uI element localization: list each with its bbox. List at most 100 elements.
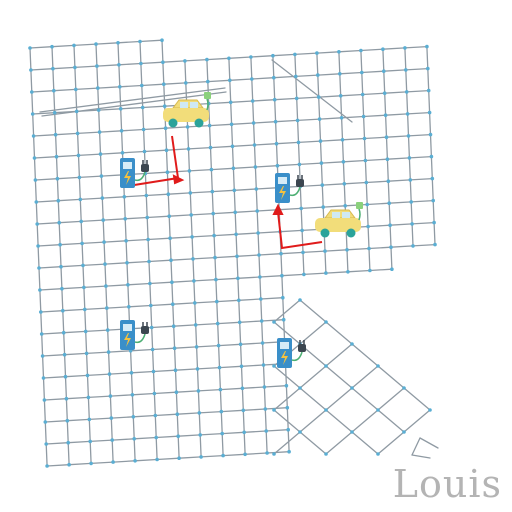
road-segment [434, 223, 435, 245]
intersection-node [139, 62, 143, 66]
road-segment [322, 185, 323, 207]
road-segment [352, 388, 378, 410]
road-network [30, 40, 438, 466]
road-segment [41, 311, 63, 312]
road-segment [122, 130, 144, 131]
road-segment [277, 144, 278, 166]
road-segment [300, 410, 326, 432]
road-segment [110, 373, 132, 374]
charging-station-3[interactable] [120, 320, 149, 350]
intersection-node [318, 117, 322, 121]
road-segment [39, 268, 40, 290]
road-segment [207, 58, 229, 59]
road-segment [352, 366, 378, 388]
intersection-node [187, 147, 191, 151]
road-segment [244, 431, 266, 432]
road-segment [230, 80, 231, 102]
road-segment [300, 388, 326, 410]
intersection-node [42, 376, 46, 380]
road-segment [406, 69, 428, 70]
intersection-node [410, 222, 414, 226]
road-segment [195, 303, 196, 325]
intersection-node [171, 302, 175, 306]
road-segment [38, 245, 60, 246]
intersection-node [63, 353, 67, 357]
road-segment [201, 456, 223, 457]
road-segment [277, 142, 299, 143]
intersection-node [102, 240, 106, 244]
road-segment [255, 166, 277, 167]
road-segment [190, 193, 191, 215]
intersection-node [298, 430, 302, 434]
intersection-node [123, 217, 127, 221]
intersection-node [123, 195, 127, 199]
intersection-node [176, 412, 180, 416]
road-segment [347, 250, 348, 272]
road-segment [124, 196, 146, 197]
intersection-node [228, 79, 232, 83]
intersection-node [101, 196, 105, 200]
road-segment [264, 365, 265, 387]
road-segment [363, 93, 385, 94]
intersection-node [103, 262, 107, 266]
road-segment [266, 431, 267, 453]
intersection-node [61, 309, 65, 313]
road-segment [38, 246, 39, 268]
intersection-node [147, 260, 151, 264]
intersection-node [238, 321, 242, 325]
intersection-node [166, 170, 170, 174]
intersection-node [31, 112, 35, 116]
road-segment [240, 321, 262, 322]
road-segment [83, 265, 84, 287]
road-segment [238, 277, 260, 278]
intersection-node [428, 408, 432, 412]
road-segment [255, 144, 277, 145]
road-segment [385, 93, 386, 115]
intersection-node [205, 58, 209, 62]
road-segment [304, 273, 326, 274]
road-segment [44, 378, 45, 400]
intersection-node [30, 90, 34, 94]
road-segment [295, 54, 296, 76]
road-segment [364, 117, 365, 139]
road-segment [391, 247, 392, 269]
intersection-node [240, 365, 244, 369]
intersection-node [131, 393, 135, 397]
intersection-node [152, 370, 156, 374]
road-segment [66, 377, 67, 399]
road-segment [44, 399, 66, 400]
intersection-node [365, 181, 369, 185]
road-segment [61, 265, 83, 266]
road-segment [127, 262, 149, 263]
road-segment [275, 98, 297, 99]
intersection-node [62, 331, 66, 335]
road-segment [97, 66, 98, 88]
road-segment [131, 351, 132, 373]
intersection-node [324, 364, 328, 368]
intersection-node [297, 141, 301, 145]
road-segment [69, 463, 91, 464]
road-segment [43, 355, 65, 356]
intersection-node [145, 216, 149, 220]
road-segment [110, 396, 111, 418]
intersection-node [183, 59, 187, 63]
road-segment [178, 436, 179, 458]
intersection-node [119, 107, 123, 111]
intersection-node [382, 69, 386, 73]
road-segment [132, 372, 154, 373]
intersection-node [53, 111, 57, 115]
road-segment [200, 435, 201, 457]
road-segment [410, 180, 411, 202]
road-segment [149, 262, 150, 284]
road-segment [168, 194, 169, 216]
road-segment [125, 218, 147, 219]
intersection-node [160, 38, 164, 42]
road-segment [169, 215, 191, 216]
road-segment [368, 225, 390, 226]
road-segment [87, 352, 109, 353]
road-segment [110, 395, 132, 396]
road-segment [321, 141, 322, 163]
road-segment [275, 100, 276, 122]
road-segment [255, 167, 256, 189]
road-segment [378, 410, 404, 432]
